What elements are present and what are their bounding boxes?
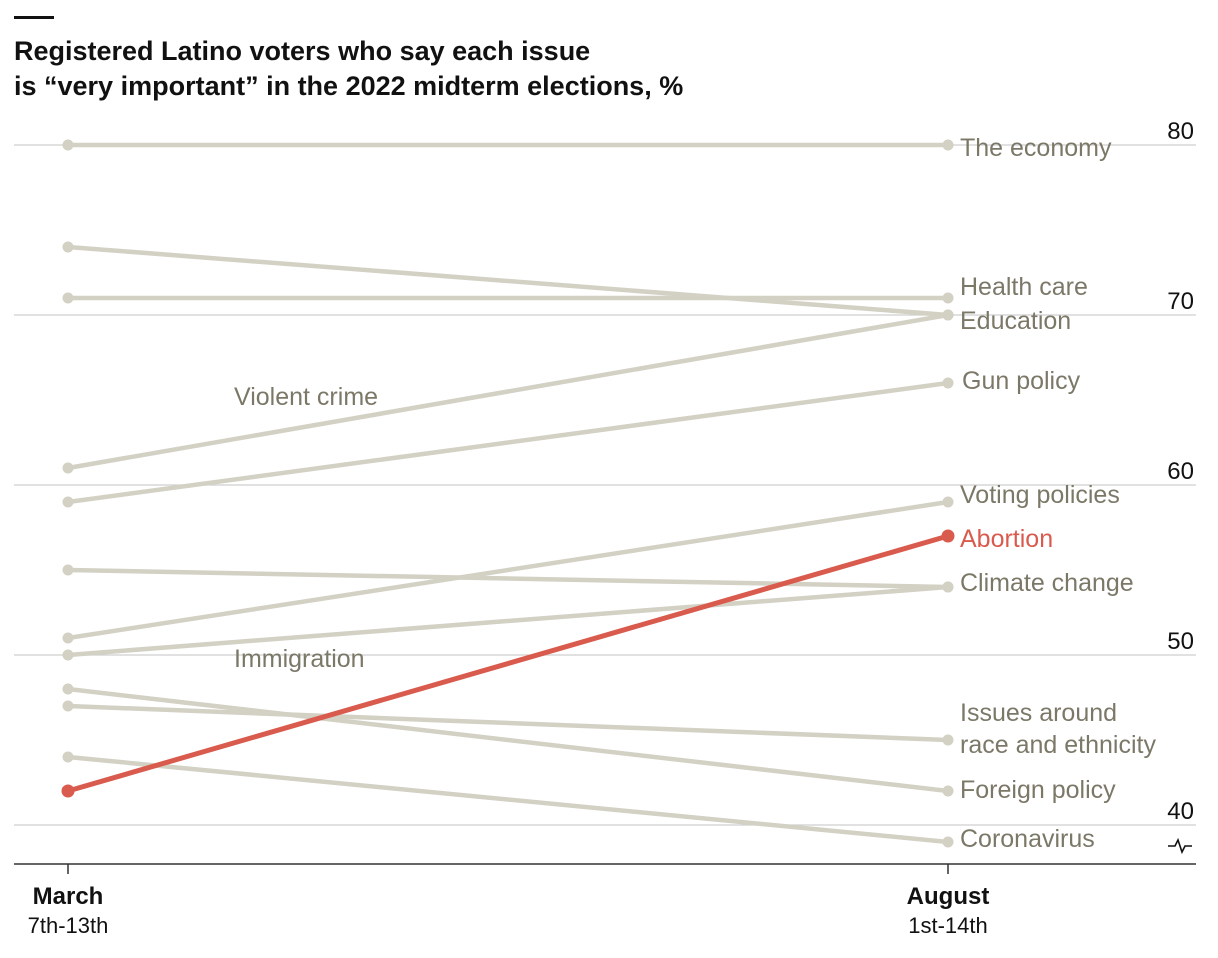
series-label-health-care: Health care [960,273,1088,301]
series-lines [61,139,955,848]
point-august [942,292,954,304]
series-line [65,584,951,658]
point-march [62,292,74,304]
series-line [65,567,951,590]
point-march [62,683,74,695]
point-august [941,529,955,543]
point-august [942,309,954,321]
point-march [62,700,74,712]
series-label-line: Voting policies [960,481,1120,509]
point-march [62,632,74,644]
y-tick-label: 50 [1167,628,1194,655]
y-tick-label: 70 [1167,288,1194,315]
point-august [942,836,954,848]
series-label-line: Climate change [960,569,1134,597]
series-line [65,703,951,743]
point-august [942,581,954,593]
series-label-line: Coronavirus [960,825,1095,853]
point-march [62,139,74,151]
title-line-1: Registered Latino voters who say each is… [14,36,591,66]
series-label-line: The economy [960,134,1112,162]
series-label-line: Health care [960,273,1088,301]
axes: 40 50 60 70 80 March 7th-13th August 1st-14th [14,118,1196,938]
point-march [61,784,75,798]
series-label-line: Education [960,307,1071,335]
series-label-abortion: Abortion [960,525,1053,553]
series-labels: The economy Health care Education Violent c… [234,134,1156,853]
series-immigration [62,581,954,661]
series-label-issues-around-race-and-ethnicity: Issues around race and ethnicity [960,699,1156,759]
point-march [62,649,74,661]
series-label-foreign-policy: Foreign policy [960,776,1116,804]
series-line [65,533,951,794]
point-march [62,462,74,474]
y-tick-label: 60 [1167,458,1194,485]
title-line-2: is “very important” in the 2022 midterm … [14,71,684,101]
series-issues-around-race-and-ethnicity [62,700,954,746]
axis-break-icon [1168,837,1192,855]
series-abortion [61,529,955,798]
series-line [65,686,951,794]
series-label-climate-change: Climate change [960,569,1134,597]
x-tick-label-main: March [33,883,104,910]
point-august [942,785,954,797]
series-the-economy [62,139,954,151]
series-violent-crime [62,309,954,474]
point-march [62,241,74,253]
series-voting-policies [62,496,954,644]
x-tick-label-sub: 1st-14th [908,913,988,938]
series-foreign-policy [62,683,954,797]
series-label-line: Foreign policy [960,776,1116,804]
point-august [942,734,954,746]
series-label-immigration: Immigration [234,645,365,673]
x-tick-label-sub: 7th-13th [28,913,109,938]
chart-title: Registered Latino voters who say each is… [14,34,914,104]
point-march [62,564,74,576]
series-label-line: Abortion [960,525,1053,553]
series-gun-policy [62,377,954,508]
series-line [65,244,951,318]
series-label-education: Education [960,307,1071,335]
series-line [65,499,951,641]
series-line [65,754,951,845]
series-label-gun-policy: Gun policy [962,367,1081,395]
series-education [62,241,954,321]
series-health-care [62,292,954,304]
point-march [62,496,74,508]
series-label-line: race and ethnicity [960,731,1156,759]
y-tick-label: 40 [1167,798,1194,825]
series-coronavirus [62,751,954,848]
point-august [942,496,954,508]
series-label-line: Immigration [234,645,365,673]
series-line [65,312,951,471]
point-august [942,377,954,389]
x-tick-label-main: August [907,883,990,910]
title-rule [14,16,54,19]
series-label-the-economy: The economy [960,134,1112,162]
series-label-coronavirus: Coronavirus [960,825,1095,853]
series-label-line: Violent crime [234,383,378,411]
series-label-line: Issues around [960,699,1117,727]
series-line [65,380,951,505]
point-march [62,751,74,763]
series-label-line: Gun policy [962,367,1081,395]
y-tick-label: 80 [1167,118,1194,145]
series-label-violent-crime: Violent crime [234,383,378,411]
point-august [942,139,954,151]
series-label-voting-policies: Voting policies [960,481,1120,509]
